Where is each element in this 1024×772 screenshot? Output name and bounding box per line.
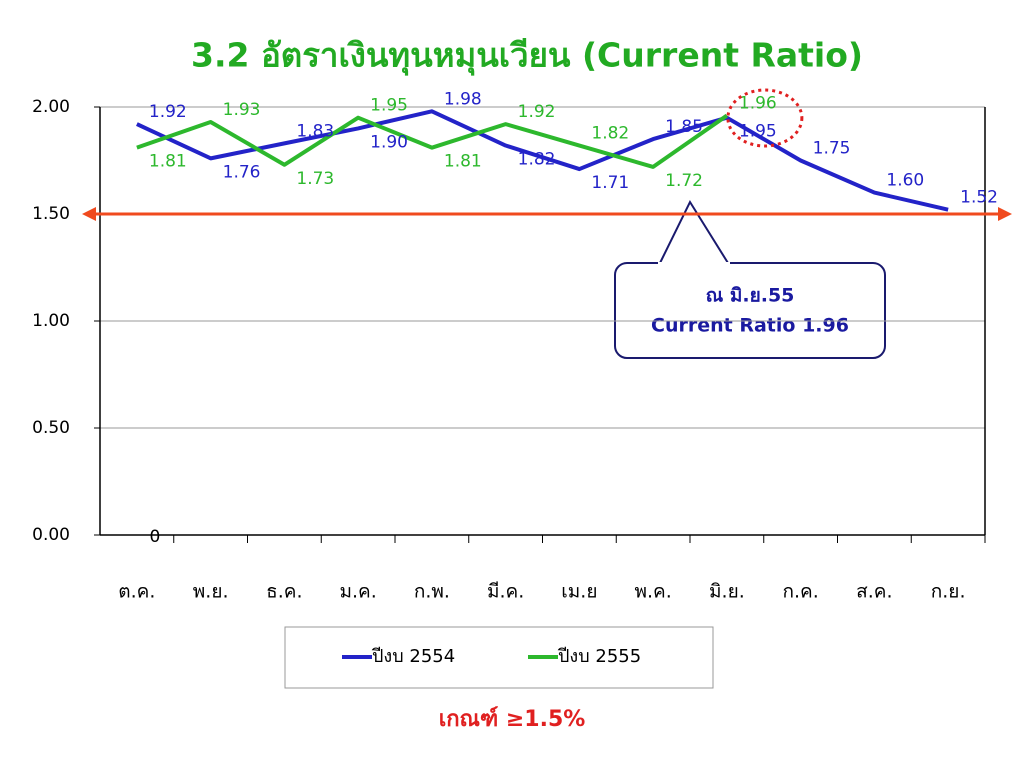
y-tick-label: 0.00 — [32, 525, 70, 545]
callout-line: Current Ratio 1.96 — [651, 315, 849, 337]
data-label: 1.95 — [370, 96, 408, 116]
series-line — [136, 113, 729, 169]
data-label: 1.98 — [444, 89, 482, 109]
data-label: 1.81 — [149, 152, 187, 172]
data-label: 1.73 — [296, 169, 334, 189]
callout-pointer — [659, 199, 729, 264]
x-tick-label: พ.ย. — [193, 581, 229, 603]
legend-label: ปีงบ 2555 — [558, 646, 642, 667]
data-label: 1.60 — [886, 171, 924, 191]
x-tick-label: เม.ย — [561, 581, 597, 603]
data-label: 1.83 — [296, 121, 334, 141]
y-tick-label: 1.50 — [32, 204, 70, 224]
data-label: 1.90 — [370, 132, 408, 152]
x-tick-label: ต.ค. — [118, 581, 155, 603]
stray-label: 0 — [149, 527, 160, 547]
x-tick-label: ก.พ. — [414, 581, 450, 603]
data-label: 1.82 — [518, 150, 556, 170]
data-label: 1.81 — [444, 152, 482, 172]
data-label: 1.95 — [739, 122, 777, 142]
data-label: 1.71 — [591, 173, 629, 193]
x-tick-label: มิ.ย. — [709, 581, 745, 603]
x-tick-label: พ.ค. — [634, 581, 671, 603]
y-tick-label: 0.50 — [32, 418, 70, 438]
callout-gap — [658, 262, 730, 266]
data-label: 1.52 — [960, 188, 998, 208]
x-tick-label: ม.ค. — [339, 581, 376, 603]
threshold-arrow — [998, 207, 1012, 221]
x-tick-label: ธ.ค. — [266, 581, 302, 603]
data-label: 1.93 — [223, 100, 261, 120]
x-tick-label: มี.ค. — [487, 581, 524, 603]
data-label: 1.92 — [149, 102, 187, 122]
data-label: 1.72 — [665, 171, 703, 191]
x-tick-label: ก.ค. — [782, 581, 818, 603]
criterion: เกณฑ์ ≥1.5% — [439, 706, 586, 732]
threshold-arrow — [82, 207, 96, 221]
chart-title: 3.2 อัตราเงินทุนหมุนเวียน (Current Ratio… — [191, 36, 863, 77]
highlight-circle — [726, 88, 804, 148]
callout-line: ณ มิ.ย.55 — [706, 285, 795, 307]
data-label: 1.75 — [813, 139, 851, 159]
x-tick-label: ส.ค. — [856, 581, 892, 603]
data-label: 1.92 — [518, 102, 556, 122]
y-tick-label: 2.00 — [32, 97, 70, 117]
callout-box — [614, 262, 886, 359]
data-label: 1.76 — [223, 162, 261, 182]
data-label: 1.96 — [739, 94, 777, 114]
y-tick-label: 1.00 — [32, 311, 70, 331]
legend-label: ปีงบ 2554 — [372, 646, 456, 667]
data-label: 1.85 — [665, 117, 703, 137]
data-label: 1.82 — [591, 124, 629, 144]
x-tick-label: ก.ย. — [931, 581, 966, 603]
series-line — [136, 109, 949, 212]
